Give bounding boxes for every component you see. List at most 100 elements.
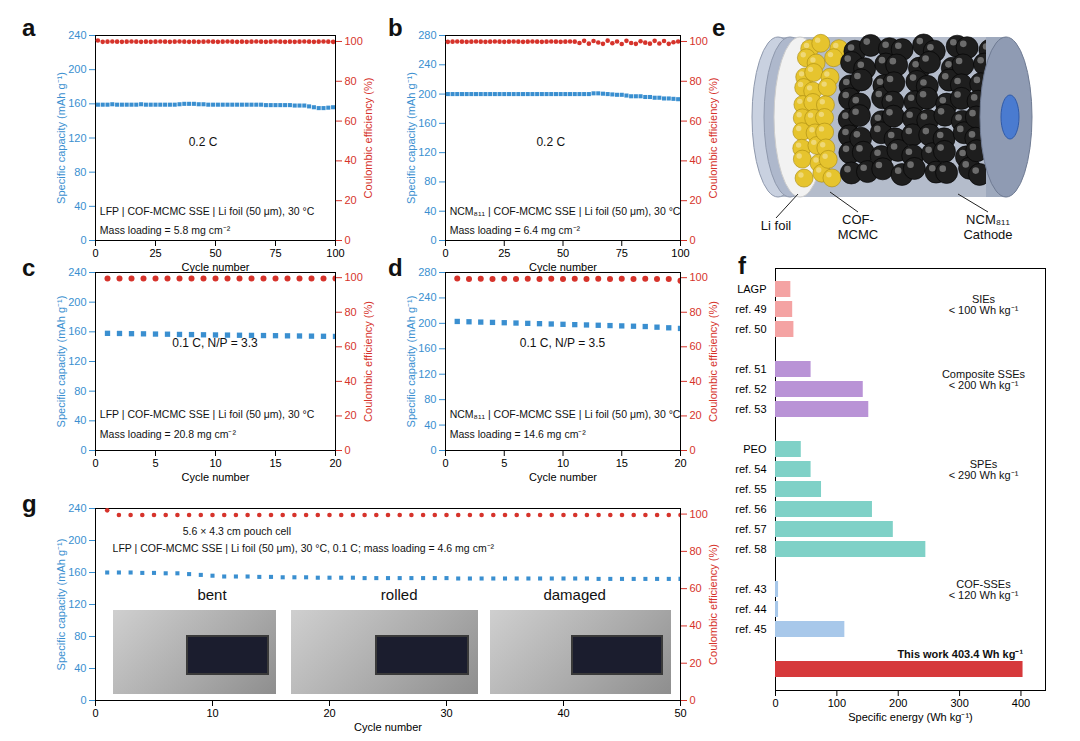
svg-text:Coulombic efficiency (%): Coulombic efficiency (%)	[707, 78, 719, 199]
svg-text:20: 20	[690, 657, 702, 669]
svg-text:40: 40	[557, 707, 569, 719]
svg-text:50: 50	[209, 247, 221, 259]
svg-text:40: 40	[345, 154, 357, 166]
svg-text:0: 0	[345, 234, 351, 246]
svg-text:40: 40	[74, 662, 86, 674]
svg-text:Cycle number: Cycle number	[529, 471, 597, 483]
svg-text:160: 160	[418, 342, 436, 354]
svg-text:20: 20	[329, 457, 341, 469]
svg-text:0: 0	[80, 444, 86, 456]
svg-text:100: 100	[671, 247, 689, 259]
svg-text:15: 15	[269, 457, 281, 469]
svg-text:100: 100	[326, 247, 344, 259]
svg-text:Specific capacity (mAh g⁻¹): Specific capacity (mAh g⁻¹)	[405, 296, 417, 428]
svg-text:20: 20	[345, 409, 357, 421]
svg-text:0: 0	[690, 234, 696, 246]
svg-text:ref. 56: ref. 56	[735, 503, 766, 515]
svg-text:Cycle number: Cycle number	[182, 471, 250, 483]
svg-text:20: 20	[690, 194, 702, 206]
svg-text:0: 0	[345, 444, 351, 456]
svg-text:20: 20	[323, 707, 335, 719]
svg-text:240: 240	[418, 291, 436, 303]
svg-text:80: 80	[74, 385, 86, 397]
svg-text:300: 300	[950, 697, 968, 709]
svg-text:240: 240	[68, 29, 86, 41]
svg-text:200: 200	[68, 296, 86, 308]
svg-text:80: 80	[424, 393, 436, 405]
svg-text:40: 40	[424, 419, 436, 431]
svg-text:20: 20	[674, 457, 686, 469]
svg-text:ref. 53: ref. 53	[735, 403, 766, 415]
svg-text:Composite SSEs< 200 Wh kg⁻¹: Composite SSEs< 200 Wh kg⁻¹	[942, 368, 1026, 391]
svg-text:40: 40	[424, 205, 436, 217]
svg-text:40: 40	[690, 154, 702, 166]
svg-text:120: 120	[418, 146, 436, 158]
svg-text:15: 15	[616, 457, 628, 469]
svg-text:200: 200	[889, 697, 907, 709]
svg-text:100: 100	[345, 35, 363, 47]
svg-text:0: 0	[430, 444, 436, 456]
svg-text:100: 100	[345, 271, 363, 283]
svg-text:120: 120	[68, 355, 86, 367]
svg-text:25: 25	[149, 247, 161, 259]
svg-text:60: 60	[690, 340, 702, 352]
svg-text:Specific capacity (mAh g⁻¹): Specific capacity (mAh g⁻¹)	[55, 296, 67, 428]
svg-text:120: 120	[418, 368, 436, 380]
svg-text:ref. 49: ref. 49	[735, 303, 766, 315]
svg-text:ref. 52: ref. 52	[735, 383, 766, 395]
svg-text:0: 0	[92, 707, 98, 719]
svg-text:40: 40	[74, 200, 86, 212]
svg-text:Coulombic efficiency (%): Coulombic efficiency (%)	[362, 78, 374, 199]
svg-text:80: 80	[424, 175, 436, 187]
svg-text:0: 0	[772, 697, 778, 709]
svg-text:Coulombic efficiency (%): Coulombic efficiency (%)	[707, 544, 719, 665]
svg-text:40: 40	[690, 619, 702, 631]
svg-text:60: 60	[690, 115, 702, 127]
svg-text:50: 50	[557, 247, 569, 259]
svg-text:10: 10	[206, 707, 218, 719]
svg-text:ref. 51: ref. 51	[735, 363, 766, 375]
svg-text:75: 75	[269, 247, 281, 259]
svg-text:120: 120	[68, 598, 86, 610]
svg-text:80: 80	[690, 75, 702, 87]
svg-text:LAGP: LAGP	[737, 283, 766, 295]
svg-text:COF-SSEs< 120 Wh kg⁻¹: COF-SSEs< 120 Wh kg⁻¹	[949, 578, 1019, 601]
svg-text:ref. 55: ref. 55	[735, 483, 766, 495]
svg-text:120: 120	[68, 132, 86, 144]
svg-text:0: 0	[430, 234, 436, 246]
svg-text:5: 5	[501, 457, 507, 469]
svg-text:30: 30	[440, 707, 452, 719]
svg-text:SPEs< 290 Wh kg⁻¹: SPEs< 290 Wh kg⁻¹	[949, 458, 1019, 481]
svg-text:40: 40	[690, 375, 702, 387]
svg-text:60: 60	[345, 340, 357, 352]
svg-text:200: 200	[68, 63, 86, 75]
svg-text:80: 80	[690, 545, 702, 557]
svg-text:200: 200	[418, 317, 436, 329]
svg-text:280: 280	[418, 29, 436, 41]
svg-text:ref. 50: ref. 50	[735, 323, 766, 335]
svg-text:Cycle number: Cycle number	[182, 261, 250, 273]
svg-text:50: 50	[674, 707, 686, 719]
svg-text:80: 80	[690, 306, 702, 318]
svg-text:160: 160	[418, 117, 436, 129]
svg-text:Cycle number: Cycle number	[529, 261, 597, 273]
svg-text:Specific energy (Wh kg⁻¹): Specific energy (Wh kg⁻¹)	[848, 711, 972, 723]
svg-text:20: 20	[690, 409, 702, 421]
svg-text:240: 240	[68, 502, 86, 514]
svg-text:240: 240	[68, 266, 86, 278]
svg-text:10: 10	[557, 457, 569, 469]
svg-text:0: 0	[442, 247, 448, 259]
svg-text:0: 0	[80, 694, 86, 706]
svg-text:200: 200	[68, 534, 86, 546]
svg-text:400: 400	[1012, 697, 1030, 709]
svg-text:Specific capacity (mAh g⁻¹): Specific capacity (mAh g⁻¹)	[55, 539, 67, 671]
svg-text:0: 0	[80, 234, 86, 246]
svg-text:75: 75	[616, 247, 628, 259]
svg-text:Specific capacity (mAh g⁻¹): Specific capacity (mAh g⁻¹)	[55, 72, 67, 204]
svg-text:Coulombic efficiency (%): Coulombic efficiency (%)	[707, 301, 719, 422]
svg-text:ref. 44: ref. 44	[735, 603, 766, 615]
svg-text:0: 0	[690, 444, 696, 456]
svg-text:NCM₈₁₁Cathode: NCM₈₁₁Cathode	[963, 212, 1012, 242]
svg-text:60: 60	[690, 582, 702, 594]
svg-text:80: 80	[345, 75, 357, 87]
